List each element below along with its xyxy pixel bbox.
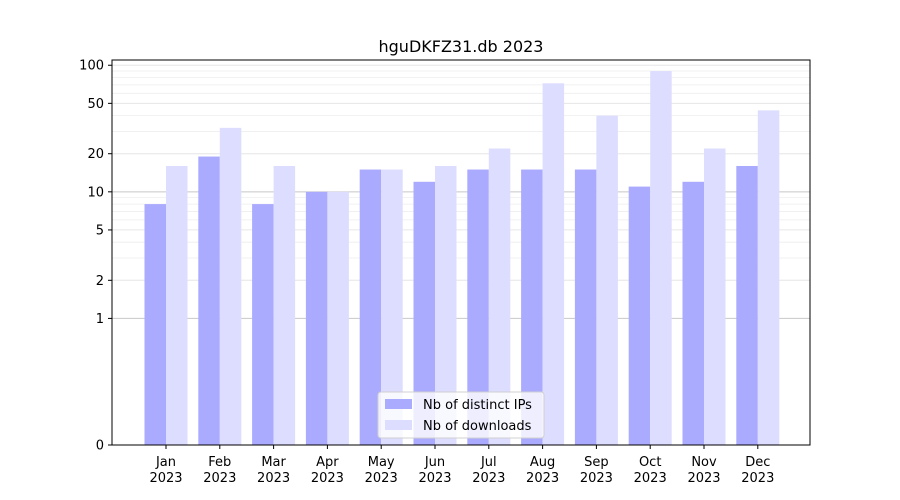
bar-distinct-ips [359,169,382,445]
axes [111,59,811,446]
x-tick-label: Apr 2023 [311,455,344,486]
bar-distinct-ips [736,165,758,446]
legend-label: Nb of distinct IPs [423,398,532,413]
plot-frame [111,59,811,446]
bar-downloads [650,71,672,446]
bar-downloads [166,165,188,446]
bar-distinct-ips [413,181,435,445]
x-tick-label: Dec 2023 [741,455,774,486]
bar-distinct-ips [521,169,543,445]
x-tick-label: Nov 2023 [687,455,720,486]
legend-label: Nb of downloads [423,419,532,434]
bar-downloads [488,148,511,445]
bar-distinct-ips [252,204,274,445]
bar-distinct-ips [574,169,597,445]
bar-distinct-ips [144,204,166,445]
bar-distinct-ips [198,156,220,446]
legend-swatch [385,399,412,409]
x-tick-label: Jul 2023 [472,455,505,486]
x-tick-label: Jun 2023 [418,455,451,486]
x-tick-label: Aug 2023 [526,455,559,486]
y-tick-label: 20 [87,147,104,162]
y-axis-ticks: 0 1 2 5 10 20 50 100 [79,59,112,454]
y-tick-label: 0 [96,439,104,454]
x-tick-label: Mar 2023 [257,455,290,486]
bar-distinct-ips [682,181,704,445]
bar-downloads [327,191,349,445]
y-tick-label: 50 [87,97,104,112]
chart-title: hguDKFZ31.db 2023 [379,37,544,56]
bar-downloads [704,148,726,445]
x-axis-ticks: Jan 2023 Feb 2023 Mar 2023 Apr 2023 May 2023 Jun 20… [149,445,774,486]
bar-downloads [219,127,242,445]
x-tick-label: Sep 2023 [580,455,613,486]
bar-downloads [381,169,403,445]
x-tick-label: Feb 2023 [203,455,236,486]
legend-box [377,391,545,439]
bars [144,71,780,446]
x-tick-label: Oct 2023 [634,455,667,486]
bar-distinct-ips [305,191,328,445]
y-tick-label: 100 [79,59,104,74]
x-tick-label: May 2023 [365,455,398,486]
y-tick-label: 1 [96,312,104,327]
bar-distinct-ips [628,186,651,446]
bar-distinct-ips [467,169,489,445]
bar-downloads [273,165,296,446]
y-tick-label: 10 [87,185,104,200]
legend-swatch [385,420,412,430]
bar-downloads [596,115,618,445]
bar-downloads [542,83,565,445]
bar-downloads [757,110,780,445]
y-tick-label: 2 [96,274,104,289]
legend: Nb of distinct IPs Nb of downloads [377,391,545,439]
bar-downloads [435,165,457,446]
x-tick-label: Jan 2023 [149,455,182,486]
y-tick-label: 5 [96,223,104,238]
